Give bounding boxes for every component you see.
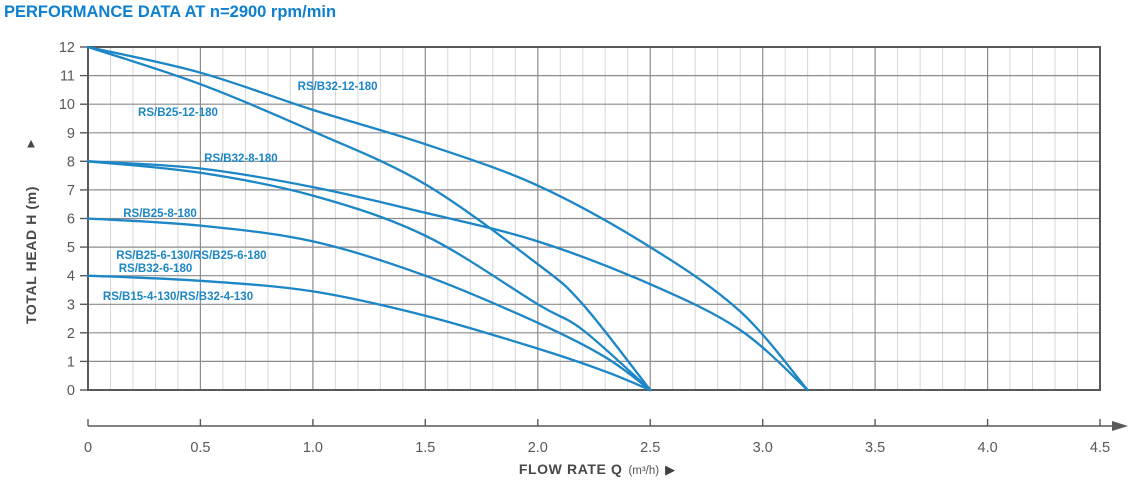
chart-title: PERFORMANCE DATA AT n=2900 rpm/min (4, 3, 337, 21)
curve-rs-b15-4-130-rs-b32-4-130 (86, 274, 652, 392)
x-tick-label: 4.0 (978, 440, 998, 456)
x-axis-unit: (m³/h) (628, 465, 660, 477)
y-tick-label: 4 (67, 269, 75, 285)
x-tick-label: 2.5 (640, 440, 660, 456)
curve-rs-b32-8-180 (86, 160, 809, 392)
x-axis-title: FLOW RATE Q (518, 461, 623, 477)
curve-label: RS/B15-4-130/RS/B32-4-130 (103, 291, 253, 303)
y-tick-label: 8 (67, 154, 75, 170)
x-tick-label: 0 (84, 440, 92, 456)
curve-rs-b32-12-180 (86, 45, 809, 392)
x-tick-label: 2.0 (528, 440, 548, 456)
y-axis-up-arrow-icon: ▲ (24, 135, 38, 151)
y-tick-label: 1 (67, 354, 75, 370)
y-tick-label: 6 (67, 212, 75, 228)
x-axis-right-arrow-icon: ▶ (665, 462, 676, 477)
x-tick-label: 0.5 (190, 440, 210, 456)
x-tick-label: 3.0 (753, 440, 773, 456)
curve-rs-b25-12-180 (86, 45, 652, 392)
y-tick-label: 7 (67, 183, 75, 199)
curve-label: RS/B25-12-180 (138, 107, 218, 119)
x-tick-label: 1.0 (303, 440, 323, 456)
curve-label: RS/B32-8-180 (204, 153, 278, 165)
y-tick-label: 5 (67, 240, 75, 256)
curve-label: RS/B32-6-180 (119, 263, 193, 275)
y-tick-label: 9 (67, 126, 75, 142)
x-axis-arrowhead (1112, 421, 1128, 431)
curve-label: RS/B25-8-180 (123, 208, 197, 220)
y-tick-label: 2 (67, 326, 75, 342)
curve-rs-b25-6-130-rs-b25-6-180-rs-b32-6-180 (86, 217, 652, 392)
y-tick-label: 3 (67, 297, 75, 313)
curve-label: RS/B25-6-130/RS/B25-6-180 (116, 250, 266, 262)
y-tick-label: 0 (67, 383, 75, 399)
y-tick-label: 12 (59, 40, 75, 56)
curve-rs-b25-8-180 (86, 160, 652, 392)
x-axis-label: FLOW RATE Q (m³/h) ▶ (519, 461, 675, 479)
x-tick-label: 3.5 (865, 440, 885, 456)
y-tick-label: 10 (59, 97, 75, 113)
curve-label: RS/B32-12-180 (298, 81, 378, 93)
x-tick-label: 1.5 (415, 440, 435, 456)
y-tick-label: 11 (60, 69, 75, 85)
x-tick-label: 4.5 (1090, 440, 1110, 456)
